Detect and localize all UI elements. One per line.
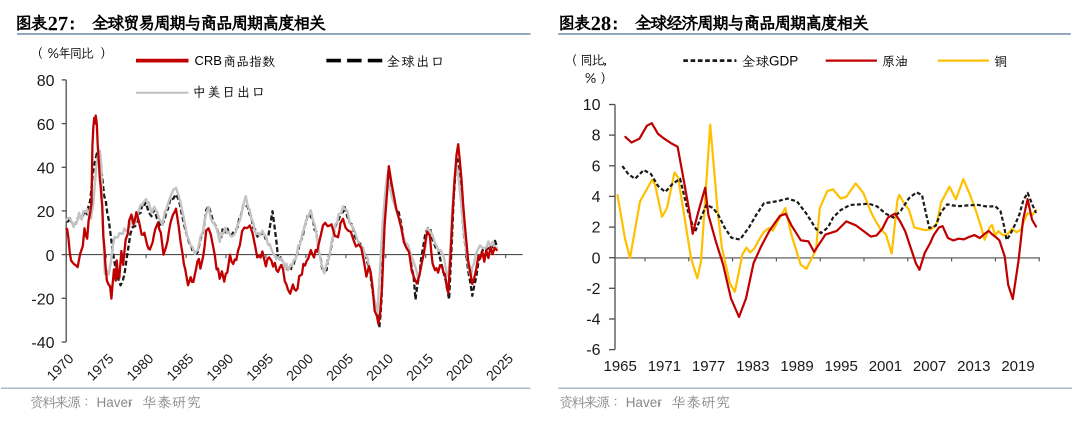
svg-text:-40: -40 bbox=[31, 335, 54, 352]
svg-text:80: 80 bbox=[37, 73, 55, 90]
svg-text:1983: 1983 bbox=[736, 358, 769, 375]
svg-text:2007: 2007 bbox=[913, 358, 946, 375]
svg-text:2: 2 bbox=[592, 220, 601, 237]
svg-text:CRB: CRB bbox=[195, 53, 222, 68]
svg-text:-6: -6 bbox=[586, 342, 600, 359]
svg-text:10: 10 bbox=[583, 97, 601, 114]
svg-text:20: 20 bbox=[37, 204, 55, 221]
svg-text:-2: -2 bbox=[586, 281, 600, 298]
svg-text:Haver: Haver bbox=[626, 395, 663, 410]
svg-text:0: 0 bbox=[592, 250, 601, 267]
svg-text:2001: 2001 bbox=[869, 358, 902, 375]
svg-text:2013: 2013 bbox=[957, 358, 990, 375]
svg-text:1989: 1989 bbox=[780, 358, 813, 375]
svg-text:40: 40 bbox=[37, 161, 55, 178]
svg-text:60: 60 bbox=[37, 117, 55, 134]
svg-text:1977: 1977 bbox=[692, 358, 725, 375]
svg-text:GDP: GDP bbox=[769, 54, 798, 69]
svg-text:1965: 1965 bbox=[604, 358, 637, 375]
svg-text:1971: 1971 bbox=[648, 358, 681, 375]
svg-text:Haver: Haver bbox=[97, 395, 134, 410]
svg-text:-4: -4 bbox=[586, 312, 600, 329]
svg-text:2019: 2019 bbox=[1001, 358, 1034, 375]
svg-text:6: 6 bbox=[592, 158, 601, 175]
svg-text:8: 8 bbox=[592, 128, 601, 145]
svg-text:0: 0 bbox=[46, 248, 55, 265]
svg-text:4: 4 bbox=[592, 189, 601, 206]
svg-text:-20: -20 bbox=[31, 292, 54, 309]
svg-text:1995: 1995 bbox=[825, 358, 858, 375]
